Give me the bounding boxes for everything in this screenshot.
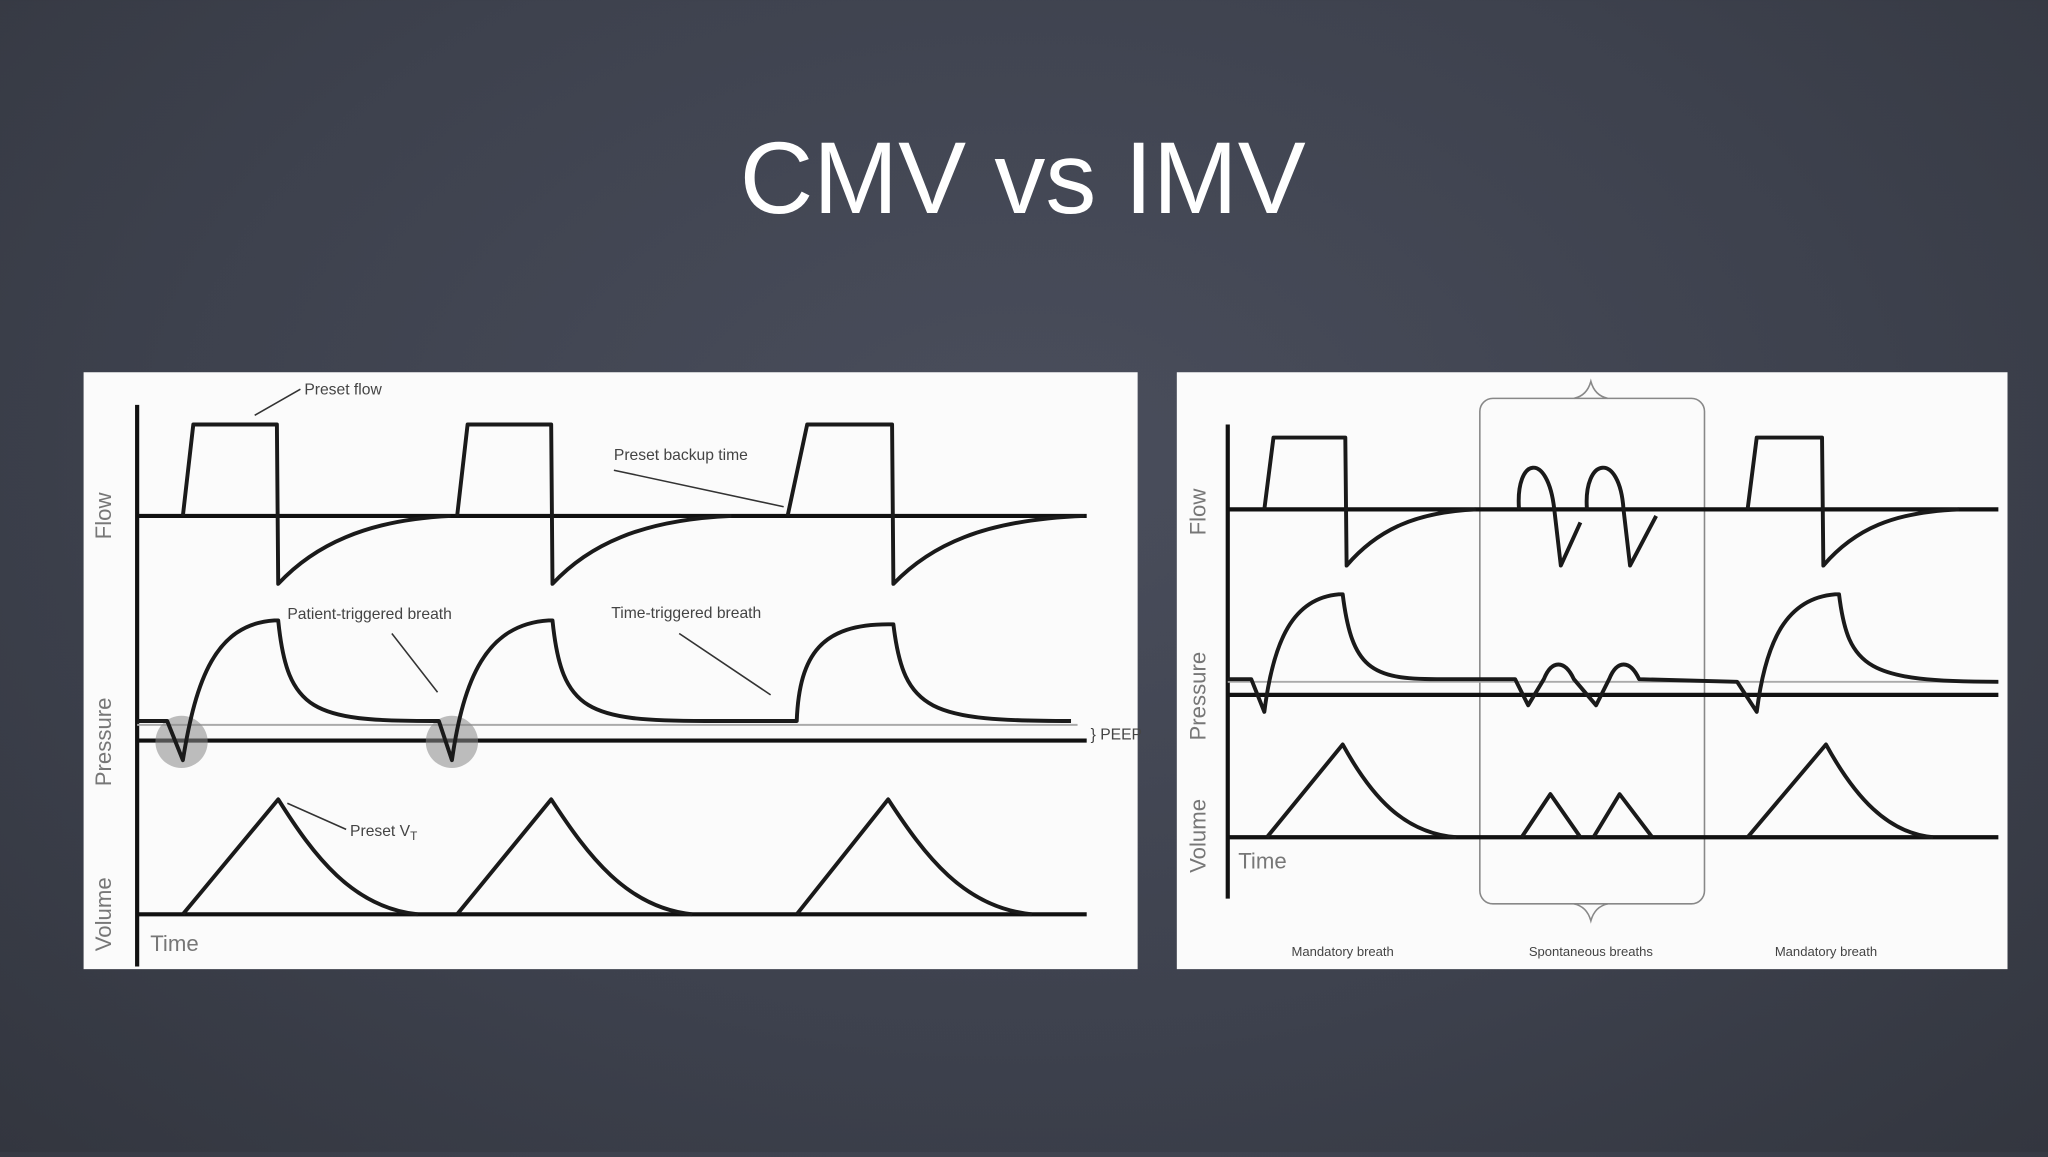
breath-label: Mandatory breath [1775,944,1877,959]
panel [1176,372,2008,970]
axis-label: Volume [1186,799,1211,873]
axis-label: Pressure [91,697,116,786]
annotation-text: Preset V [350,823,411,840]
axis-label: Time [150,931,198,956]
pressure-wave [137,618,1072,763]
breath-label: Mandatory breath [1292,944,1394,959]
annotation: Preset flow [304,381,382,398]
cmv-diagram: Flow Pressure Volume Time Preset flow Pr… [83,372,1142,970]
annotation: Preset VT [350,823,417,843]
leader-lines [254,388,784,831]
annotation-sub: T [410,830,417,843]
breath-label: Spontaneous breaths [1529,944,1654,959]
trigger-marker [425,715,479,768]
spontaneous-bracket [1479,397,1706,905]
axis-label: Flow [1186,488,1211,536]
volume-wave [1265,742,1934,840]
flow-wave [180,422,1085,586]
slide-title: CMV vs IMV [740,121,1306,235]
annotation: Time-triggered breath [611,605,761,622]
panel [83,372,1138,970]
annotation: } PEEP [1091,726,1142,743]
annotation: Patient-triggered breath [287,606,452,623]
brace [1573,378,1609,924]
axis-label: Flow [91,492,116,540]
imv-diagram: Flow Pressure Volume Time Mandatory brea… [1176,372,2008,970]
annotation: Preset backup time [614,447,748,464]
axis-label: Pressure [1186,652,1211,741]
axis-label: Time [1238,849,1286,874]
flow-wave [1262,435,1960,568]
pressure-wave [1227,592,1999,714]
volume-wave [181,797,1033,917]
axis-label: Volume [91,877,116,951]
